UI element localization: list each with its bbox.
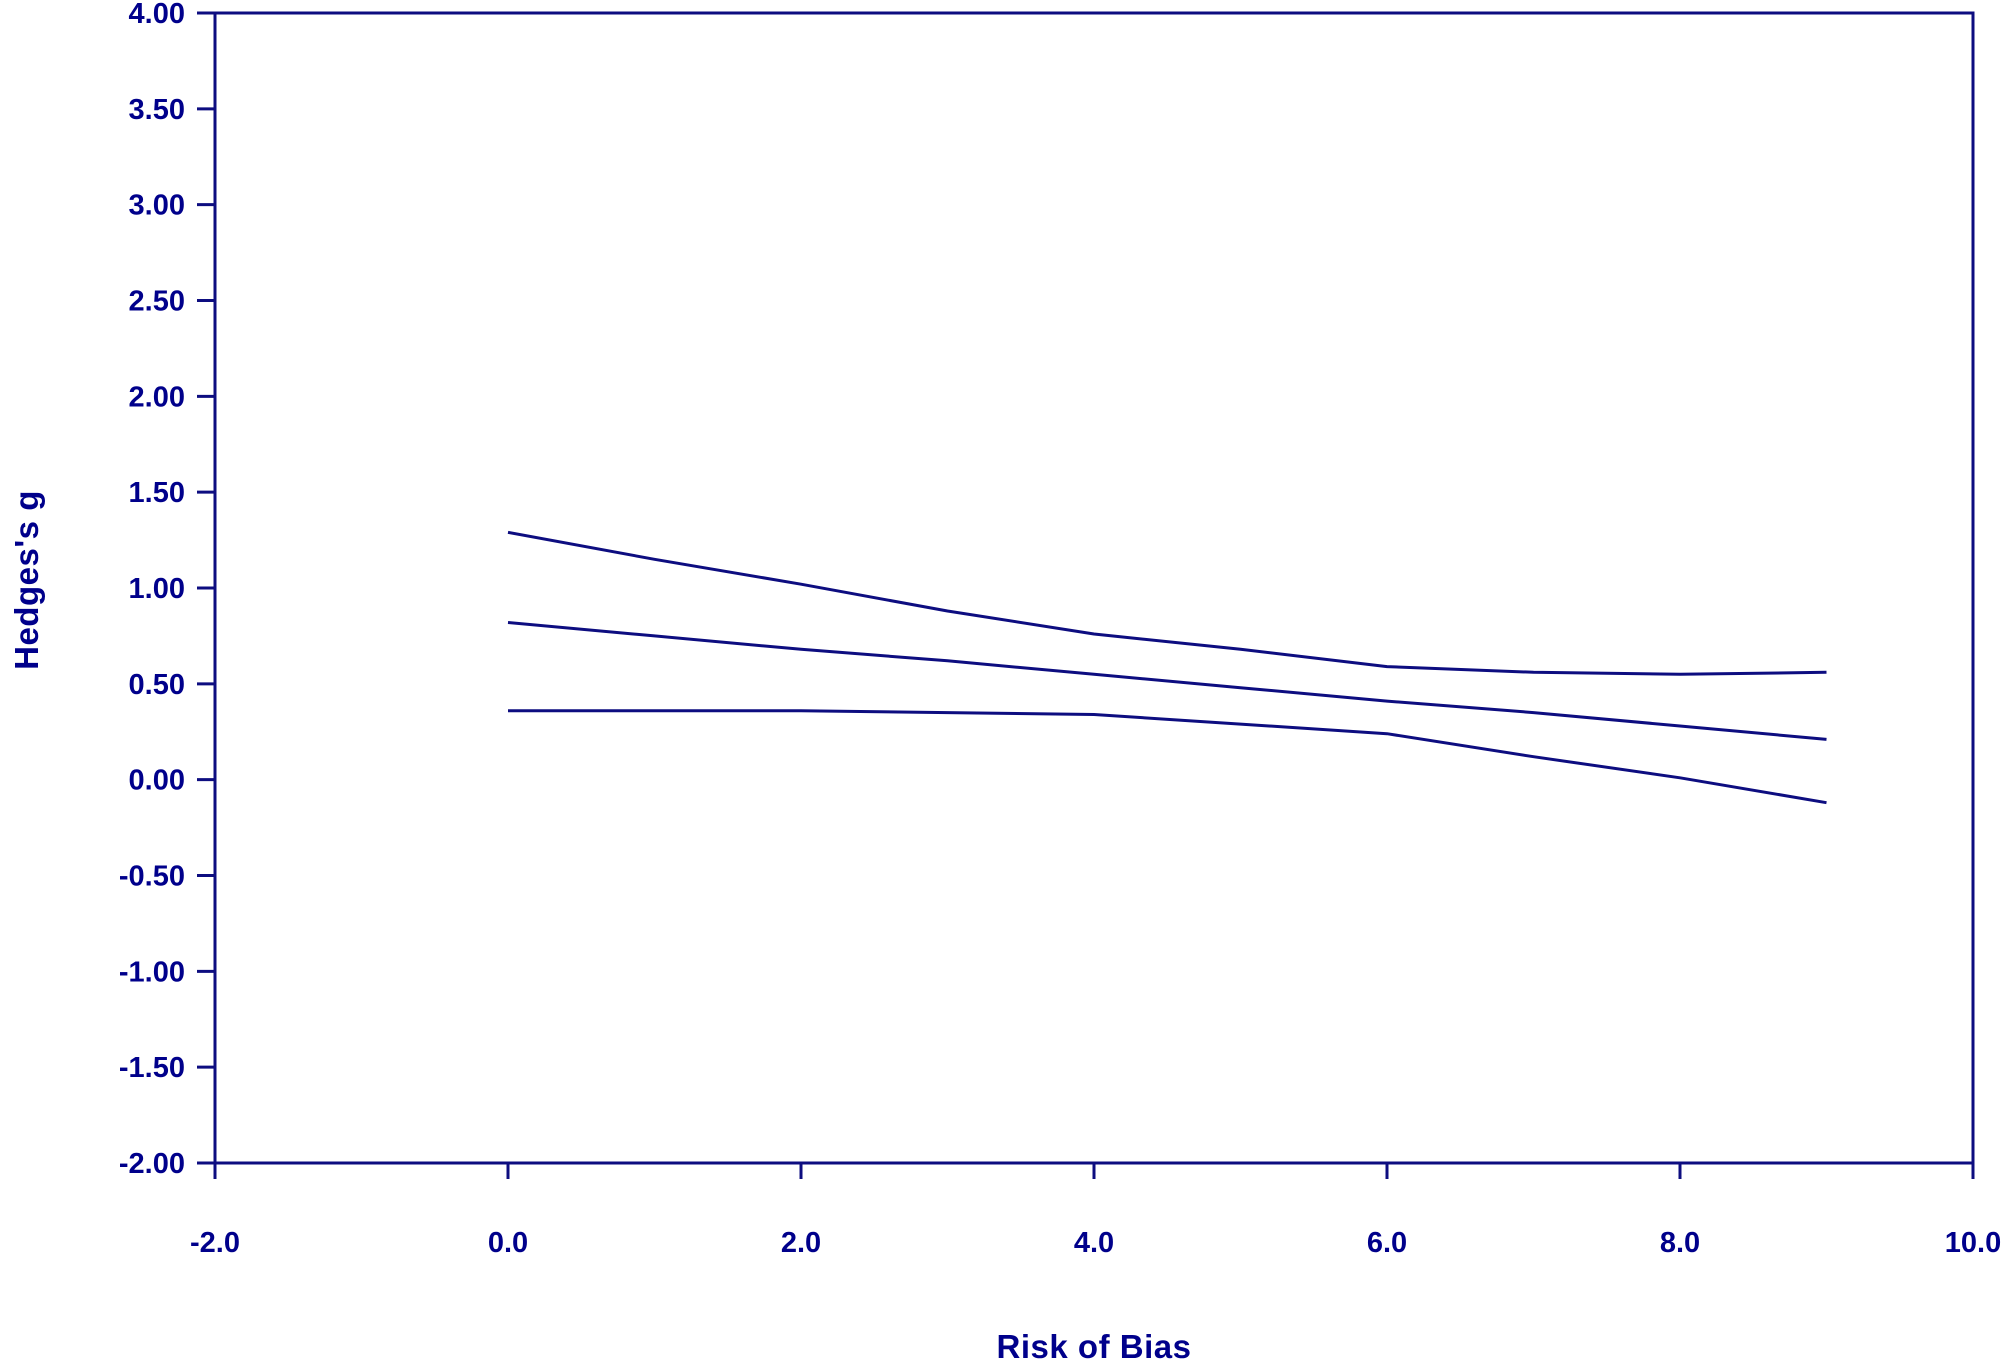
- y-tick-label: 4.00: [129, 0, 185, 30]
- y-tick-label: -1.00: [119, 956, 185, 988]
- y-axis-title: Hedges's g: [8, 490, 45, 670]
- x-tick-label: 6.0: [1367, 1227, 1407, 1259]
- y-tick-label: 2.50: [129, 286, 185, 318]
- y-tick-label: -2.00: [119, 1148, 185, 1180]
- plot-frame: [213, 11, 1975, 1165]
- series-ci-upper: [507, 530, 1827, 676]
- x-axis-title: Risk of Bias: [996, 1328, 1192, 1365]
- x-tick-label: 2.0: [781, 1227, 821, 1259]
- x-tick-label: 8.0: [1660, 1227, 1700, 1259]
- y-tick-label: -1.50: [119, 1052, 185, 1084]
- y-tick-label: 0.00: [129, 765, 185, 797]
- y-tick-label: 1.00: [129, 573, 185, 605]
- y-tick-label: 3.00: [129, 190, 185, 222]
- y-tick-label: 0.50: [129, 669, 185, 701]
- x-tick-label: 4.0: [1074, 1227, 1114, 1259]
- y-tick-label: 3.50: [129, 94, 185, 126]
- y-tick-label: -0.50: [119, 861, 185, 893]
- y-tick-label: 2.00: [129, 381, 185, 413]
- series-ci-lower: [508, 709, 1827, 805]
- y-tick-label: 1.50: [129, 477, 185, 509]
- series-regression-line: [507, 621, 1827, 741]
- x-tick-label: -2.0: [190, 1227, 240, 1259]
- x-tick-label: 0.0: [488, 1227, 528, 1259]
- x-tick-label: 10.0: [1945, 1227, 2001, 1259]
